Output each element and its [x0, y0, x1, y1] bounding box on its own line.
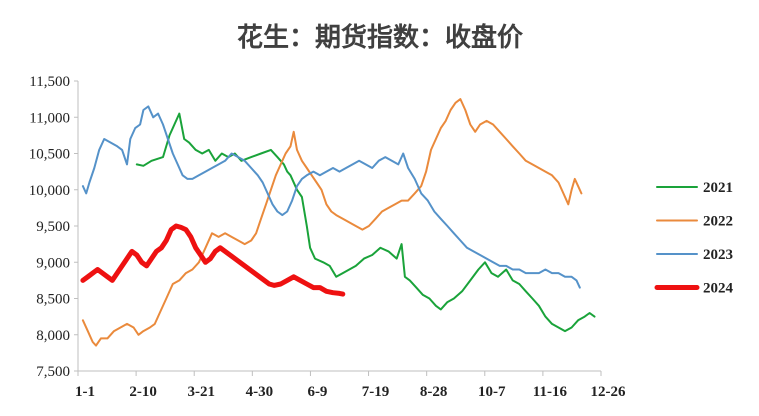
- x-tick-label: 6-9: [307, 384, 327, 400]
- legend-label-2024: 2024: [703, 281, 734, 297]
- y-tick-label: 8,500: [36, 292, 70, 308]
- chart-title: 花生：期货指数：收盘价: [237, 22, 524, 53]
- series-line-2024: [80, 223, 346, 297]
- x-tick-label: 7-19: [362, 384, 390, 400]
- series-layer: [80, 98, 596, 347]
- y-tick-label: 8,000: [36, 328, 70, 344]
- x-tick-label: 11-16: [533, 384, 568, 400]
- legend-label-2022: 2022: [703, 214, 733, 230]
- x-tick-label: 12-26: [591, 384, 626, 400]
- series-line-2022: [81, 98, 583, 347]
- x-tick-label: 4-30: [246, 384, 274, 400]
- legend-label-2021: 2021: [703, 180, 733, 196]
- y-tick-label: 10,000: [29, 183, 70, 199]
- y-tick-label: 11,500: [29, 74, 70, 90]
- legend-label-2023: 2023: [703, 247, 733, 263]
- x-tick-label: 10-7: [478, 384, 506, 400]
- x-tick-label: 8-28: [420, 384, 448, 400]
- x-tick-label: 1-1: [75, 384, 95, 400]
- x-tick-label: 2-10: [129, 384, 157, 400]
- y-tick-label: 9,000: [36, 255, 70, 271]
- y-tick-label: 7,500: [36, 364, 70, 380]
- series-line-2021: [135, 112, 596, 333]
- series-line-2023: [81, 105, 581, 289]
- y-tick-label: 10,500: [29, 147, 70, 163]
- y-tick-label: 9,500: [36, 219, 70, 235]
- x-tick-label: 3-21: [187, 384, 215, 400]
- y-tick-label: 11,000: [29, 110, 70, 126]
- axes: 7,500 8,000 8,500 9,000 9,500 10,000 10,500 11,…: [29, 74, 626, 400]
- legend: 2021 2022 2023 2024: [654, 180, 734, 297]
